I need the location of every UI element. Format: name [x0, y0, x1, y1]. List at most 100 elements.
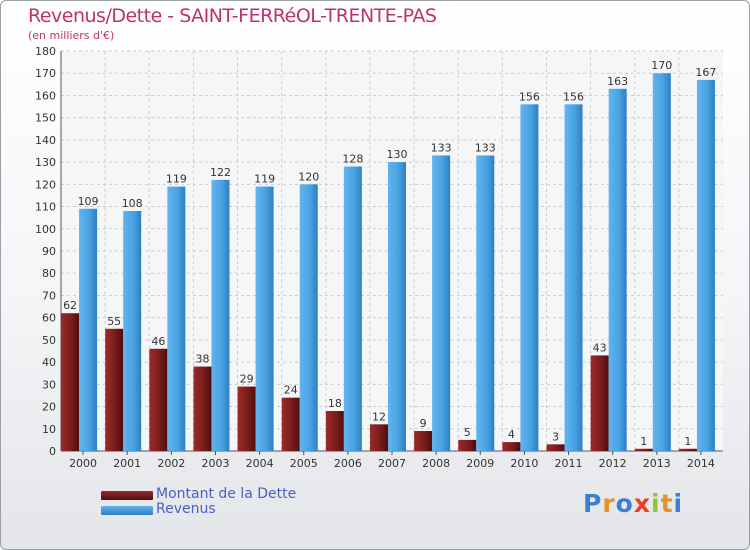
- value-label-dette: 3: [552, 430, 559, 443]
- y-tick-label: 100: [35, 223, 56, 236]
- bar-dette: [61, 313, 80, 451]
- bar-revenus: [432, 155, 451, 451]
- x-tick-label: 2006: [334, 457, 362, 470]
- value-label-dette: 43: [593, 341, 607, 354]
- value-label-revenus: 170: [651, 59, 672, 72]
- value-label-dette: 1: [684, 435, 691, 448]
- x-tick-label: 2000: [69, 457, 97, 470]
- y-tick-label: 150: [35, 112, 56, 125]
- legend-label-revenus: Revenus: [156, 501, 216, 517]
- value-label-revenus: 120: [298, 170, 319, 183]
- value-label-revenus: 156: [563, 90, 584, 103]
- value-label-revenus: 119: [166, 173, 187, 186]
- legend-swatch-dette: [101, 491, 153, 500]
- value-label-dette: 5: [464, 426, 471, 439]
- bar-revenus: [696, 79, 715, 451]
- x-tick-label: 2014: [687, 457, 715, 470]
- x-tick-label: 2005: [290, 457, 318, 470]
- y-tick-label: 110: [35, 201, 56, 214]
- bar-dette: [370, 424, 388, 451]
- value-label-dette: 18: [328, 397, 342, 410]
- bar-revenus: [123, 211, 142, 451]
- y-tick-label: 80: [42, 267, 56, 280]
- bar-dette: [634, 448, 653, 451]
- x-tick-label: 2009: [466, 457, 494, 470]
- value-label-revenus: 128: [342, 153, 363, 166]
- bar-dette: [414, 431, 433, 451]
- value-label-dette: 1: [640, 435, 647, 448]
- bar-revenus: [343, 166, 362, 452]
- bar-revenus: [388, 162, 406, 451]
- chart-title: Revenus/Dette - SAINT-FERRéOL-TRENTE-PAS: [28, 5, 437, 27]
- x-tick-label: 2008: [422, 457, 450, 470]
- y-tick-label: 30: [42, 378, 56, 391]
- bar-revenus: [211, 179, 230, 451]
- logo-letter: x: [633, 489, 651, 518]
- x-tick-label: 2011: [555, 457, 583, 470]
- y-tick-label: 0: [49, 445, 56, 458]
- value-label-dette: 38: [195, 353, 209, 366]
- x-tick-label: 2001: [113, 457, 141, 470]
- logo-letter: i: [651, 489, 661, 518]
- bar-dette: [237, 386, 256, 451]
- bar-revenus: [476, 155, 495, 451]
- value-label-revenus: 133: [431, 141, 452, 154]
- x-tick-label: 2002: [157, 457, 185, 470]
- bar-revenus: [167, 186, 186, 452]
- value-labels: 6210955108461193812229119241201812812130…: [63, 59, 716, 448]
- value-label-dette: 24: [284, 384, 298, 397]
- value-label-revenus: 156: [519, 90, 540, 103]
- y-tick-label: 120: [35, 178, 56, 191]
- bar-dette: [281, 397, 300, 451]
- y-tick-label: 10: [42, 423, 56, 436]
- legend-label-dette: Montant de la Dette: [156, 486, 297, 502]
- y-tick-label: 40: [42, 356, 56, 369]
- proxiti-logo: Proxiti: [583, 489, 683, 518]
- bar-dette: [678, 448, 697, 451]
- logo-letter: r: [602, 489, 616, 518]
- bar-revenus: [255, 186, 274, 452]
- x-tick-label: 2007: [378, 457, 406, 470]
- logo-letter: P: [583, 489, 603, 518]
- y-tick-label: 20: [42, 401, 56, 414]
- bar-revenus: [79, 208, 98, 451]
- logo-letter: i: [673, 489, 684, 518]
- value-label-revenus: 130: [387, 148, 408, 161]
- bar-dette: [458, 439, 477, 451]
- x-tick-label: 2012: [599, 457, 627, 470]
- value-label-revenus: 119: [254, 173, 275, 186]
- bar-revenus: [564, 104, 583, 451]
- bar-revenus: [299, 184, 318, 452]
- value-label-dette: 55: [107, 315, 121, 328]
- y-tick-label: 130: [35, 156, 56, 169]
- x-tick-label: 2004: [246, 457, 274, 470]
- legend-swatch-revenus: [101, 506, 153, 515]
- y-tick-label: 50: [42, 334, 56, 347]
- y-tick-label: 70: [42, 289, 56, 302]
- value-label-dette: 9: [420, 417, 427, 430]
- bar-dette: [149, 348, 168, 451]
- y-tick-label: 180: [35, 45, 56, 58]
- bar-dette: [325, 411, 344, 451]
- y-tick-label: 160: [35, 89, 56, 102]
- x-tick-label: 2010: [510, 457, 538, 470]
- value-label-dette: 62: [63, 299, 77, 312]
- y-tick-label: 170: [35, 67, 56, 80]
- y-tick-label: 60: [42, 312, 56, 325]
- bar-revenus: [608, 88, 627, 452]
- value-label-dette: 12: [372, 410, 386, 423]
- bar-revenus: [520, 104, 539, 451]
- value-label-revenus: 109: [78, 195, 99, 208]
- value-label-revenus: 133: [475, 141, 496, 154]
- bars: [61, 73, 715, 452]
- bar-dette: [590, 355, 609, 451]
- x-tick-label: 2003: [201, 457, 229, 470]
- value-label-revenus: 167: [695, 66, 716, 79]
- bar-dette: [105, 328, 124, 451]
- y-tick-label: 90: [42, 245, 56, 258]
- x-tick-label: 2013: [643, 457, 671, 470]
- bar-dette: [193, 366, 212, 451]
- logo-letter: t: [660, 489, 674, 518]
